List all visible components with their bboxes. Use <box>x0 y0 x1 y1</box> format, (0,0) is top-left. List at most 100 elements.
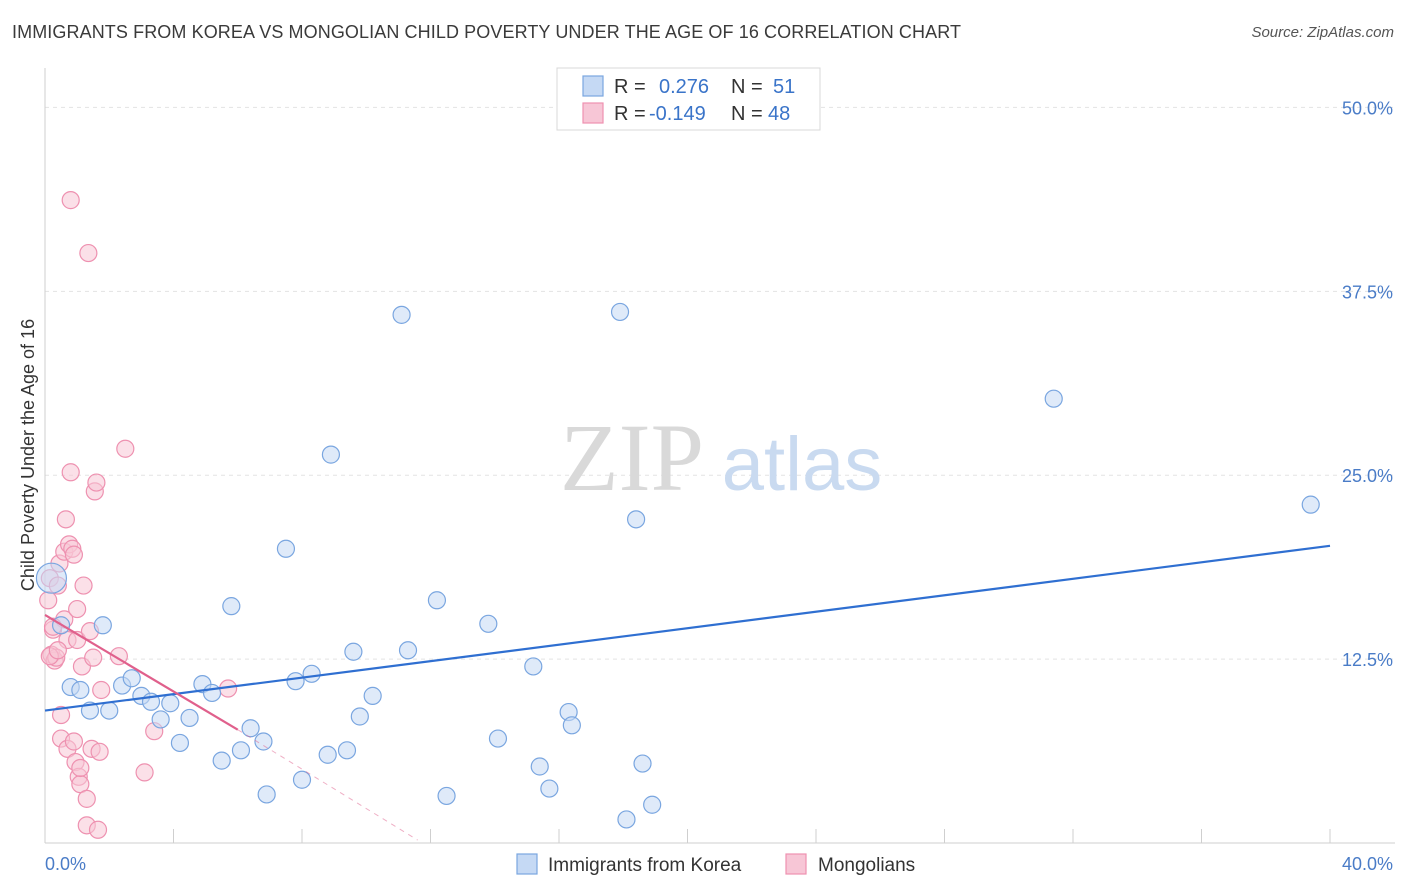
y-axis-label: Child Poverty Under the Age of 16 <box>18 319 38 591</box>
mongolians-point-16 <box>61 463 80 482</box>
korea-point-14 <box>180 708 199 728</box>
watermark-zip: ZIP <box>560 404 704 511</box>
mongolians-point-8 <box>51 705 71 725</box>
korea-point-44 <box>610 302 630 322</box>
korea-point-0 <box>35 562 68 594</box>
korea-point-45 <box>617 810 636 829</box>
mongolians-point-29 <box>77 789 96 808</box>
korea-point-13 <box>170 733 190 753</box>
source-label: Source: ZipAtlas.com <box>1251 24 1394 41</box>
korea-point-19 <box>231 741 251 760</box>
x-tick-label-max: 40.0% <box>1342 854 1393 874</box>
bottom-legend-swatch-korea <box>516 853 538 875</box>
mongolians-point-38 <box>90 742 109 761</box>
korea-point-28 <box>321 445 341 464</box>
korea-point-40 <box>530 757 549 776</box>
legend-r-value-korea: 0.276 <box>659 76 709 98</box>
mongolians-point-19 <box>64 545 84 564</box>
gridlines <box>45 106 1395 660</box>
korea-point-32 <box>363 686 382 705</box>
mongolians-point-39 <box>92 680 111 700</box>
korea-point-8 <box>122 669 141 688</box>
korea-point-21 <box>254 732 273 751</box>
korea-point-25 <box>292 770 312 789</box>
korea-point-48 <box>643 795 662 814</box>
korea-point-16 <box>202 683 222 703</box>
korea-point-34 <box>398 641 418 660</box>
trend-line-korea <box>44 544 1331 712</box>
legend-n-label-korea: N = <box>731 76 763 98</box>
legend-r-label-mongolians: R = <box>614 103 646 125</box>
korea-point-22 <box>257 785 276 804</box>
mongolians-point-20 <box>64 732 84 751</box>
chart-title: IMMIGRANTS FROM KOREA VS MONGOLIAN CHILD… <box>12 22 962 42</box>
legend-r-label-korea: R = <box>614 76 646 98</box>
korea-point-27 <box>318 745 337 764</box>
legend-swatch-mongolians <box>582 102 604 124</box>
y-tick-label-3: 50.0% <box>1342 98 1393 118</box>
legend-n-value-mongolians: 48 <box>768 103 790 125</box>
series-legend: Immigrants from Korea Mongolians <box>516 853 915 876</box>
mongolians-point-37 <box>88 820 108 839</box>
watermark: ZIP atlas <box>560 404 882 511</box>
korea-point-41 <box>540 779 559 798</box>
bottom-legend-label-mongolians: Mongolians <box>818 855 915 876</box>
mongolians-point-12 <box>56 510 75 529</box>
korea-point-43 <box>562 716 581 735</box>
bottom-legend-swatch-mongolians <box>785 853 807 875</box>
korea-point-24 <box>286 672 305 691</box>
legend-r-value-mongolians: -0.149 <box>649 103 706 125</box>
mongolians-point-0 <box>39 591 58 610</box>
korea-point-18 <box>222 597 241 616</box>
korea-point-3 <box>71 680 90 700</box>
korea-point-36 <box>437 786 456 806</box>
korea-point-23 <box>276 539 296 558</box>
korea-point-30 <box>344 642 363 661</box>
legend-swatch-korea <box>582 75 604 97</box>
mongolians-point-23 <box>68 599 87 619</box>
korea-point-39 <box>524 657 543 676</box>
series-korea <box>35 302 1320 829</box>
y-axis-title: Child Poverty Under the Age of 16 <box>18 319 38 591</box>
korea-point-37 <box>479 614 498 633</box>
trend-lines <box>44 544 1331 841</box>
korea-point-17 <box>212 751 231 770</box>
series-mongolians <box>39 191 238 839</box>
mongolians-point-47 <box>48 641 67 660</box>
korea-point-12 <box>161 694 180 713</box>
korea-point-38 <box>488 729 508 748</box>
mongolians-point-31 <box>79 243 98 263</box>
correlation-legend: R = 0.276 N = 51 R = -0.149 N = 48 <box>556 67 821 131</box>
korea-point-33 <box>392 305 411 324</box>
korea-point-35 <box>427 591 447 610</box>
legend-n-value-korea: 51 <box>773 76 795 98</box>
legend-n-label-mongolians: N = <box>731 103 763 125</box>
korea-point-47 <box>633 754 652 773</box>
y-tick-label-0: 12.5% <box>1342 650 1393 670</box>
korea-point-31 <box>350 707 369 726</box>
y-tick-label-2: 37.5% <box>1342 282 1393 302</box>
korea-point-46 <box>626 510 646 529</box>
x-tick-label-min: 0.0% <box>45 854 86 874</box>
mongolians-point-41 <box>116 439 135 458</box>
korea-point-29 <box>337 741 357 760</box>
korea-point-6 <box>100 701 119 720</box>
y-tick-label-1: 25.0% <box>1342 466 1393 486</box>
watermark-atlas: atlas <box>722 422 883 507</box>
korea-point-11 <box>151 710 170 729</box>
axes <box>44 68 1395 844</box>
mongolians-point-28 <box>74 576 93 595</box>
mongolians-point-26 <box>71 758 90 778</box>
korea-point-20 <box>241 719 260 738</box>
trend-line-mongolians <box>44 614 239 731</box>
tick-labels: 12.5% 25.0% 37.5% 50.0% 0.0% 40.0% <box>45 98 1393 874</box>
mongolians-point-36 <box>87 473 106 492</box>
mongolians-point-34 <box>84 648 103 667</box>
korea-point-26 <box>302 664 321 683</box>
bottom-legend-label-korea: Immigrants from Korea <box>548 855 742 876</box>
mongolians-point-17 <box>61 191 80 210</box>
mongolians-point-42 <box>135 763 154 782</box>
korea-point-5 <box>93 616 112 635</box>
korea-point-49 <box>1044 389 1063 408</box>
